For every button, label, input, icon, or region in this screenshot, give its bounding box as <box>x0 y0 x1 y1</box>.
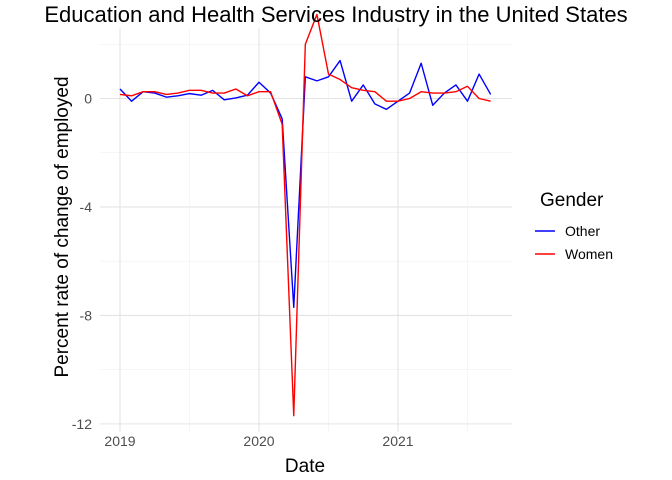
grid <box>100 28 512 432</box>
legend: Gender Other Women <box>535 190 613 262</box>
legend-title: Gender <box>540 190 604 211</box>
y-axis-title: Percent rate of change of employed <box>52 76 73 377</box>
y-tick-label: -12 <box>72 416 92 432</box>
y-tick-labels: 0 -4 -8 -12 <box>72 90 92 431</box>
x-tick-label: 2020 <box>243 433 274 449</box>
legend-label: Other <box>565 223 600 239</box>
x-tick-label: 2019 <box>104 433 135 449</box>
series-lines <box>119 13 492 417</box>
y-tick-label: -4 <box>80 199 93 215</box>
y-tick-label: 0 <box>84 90 92 106</box>
x-tick-labels: 2019 2020 2021 <box>104 433 413 449</box>
y-tick-label: -8 <box>80 307 93 323</box>
series-line-women <box>119 13 491 417</box>
series-line-other <box>119 59 492 308</box>
chart-title: Education and Health Services Industry i… <box>44 2 627 27</box>
legend-label: Women <box>565 246 613 262</box>
x-tick-label: 2021 <box>382 433 413 449</box>
x-axis-title: Date <box>285 456 325 477</box>
legend-item-other: Other <box>535 223 600 239</box>
legend-item-women: Women <box>535 246 613 262</box>
